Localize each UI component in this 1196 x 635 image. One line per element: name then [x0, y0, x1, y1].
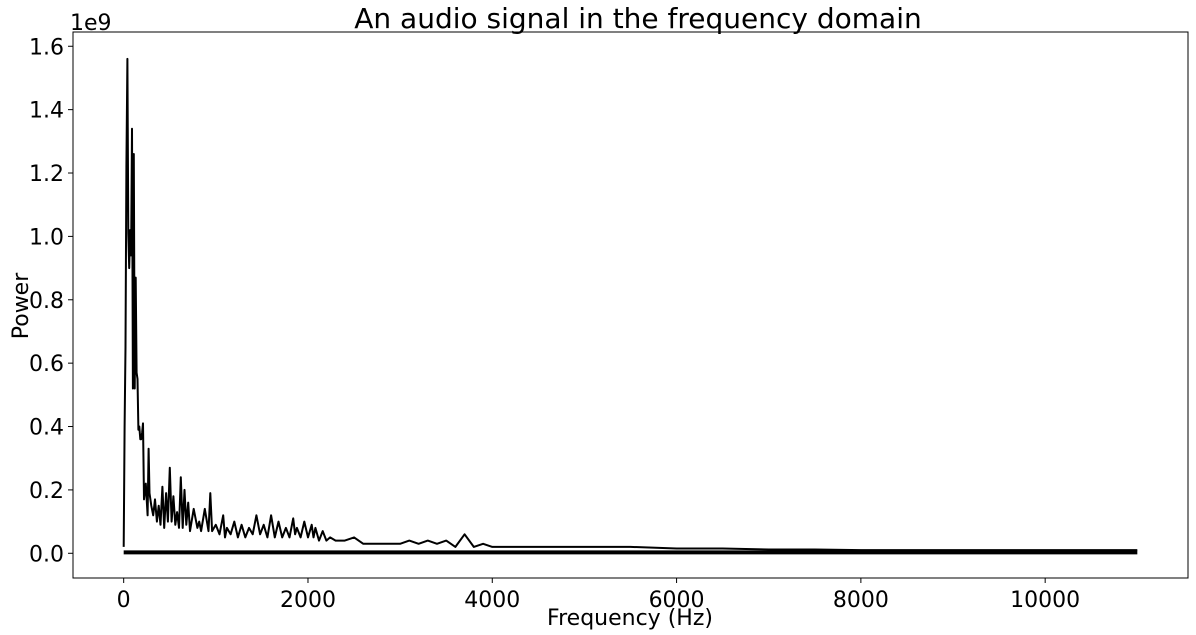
y-tick-label: 1.2: [29, 162, 64, 187]
x-tick-label: 4000: [464, 588, 520, 613]
y-tick-label: 0.0: [29, 542, 64, 567]
series-line: [122, 57, 1138, 552]
x-tick-label: 0: [117, 588, 131, 613]
y-axis-label: Power: [9, 272, 34, 339]
y-axis-ticks: 0.0 0.2 0.4 0.6 0.8 1.0 1.2 1.4 1.6: [29, 35, 73, 567]
y-tick-label: 0.2: [29, 479, 64, 504]
plot-area: 0 2000 4000 6000 8000 10000 0.0 0.2 0.4 0.6 0.8 1.…: [29, 31, 1189, 613]
series-layer: [122, 57, 1138, 555]
y-tick-label: 0.8: [29, 289, 64, 314]
y-tick-label: 1.6: [29, 35, 64, 60]
x-axis-label: Frequency (Hz): [547, 606, 713, 631]
x-tick-label: 2000: [280, 588, 336, 613]
y-tick-label: 1.4: [29, 99, 64, 124]
x-tick-label: 10000: [1010, 588, 1080, 613]
x-tick-label: 8000: [833, 588, 889, 613]
y-tick-label: 0.4: [29, 416, 64, 441]
y-tick-label: 1.0: [29, 225, 64, 250]
plot-frame: [72, 31, 1189, 579]
y-tick-label: 0.6: [29, 352, 64, 377]
x-axis-ticks: 0 2000 4000 6000 8000 10000: [117, 578, 1080, 613]
chart-title: An audio signal in the frequency domain: [354, 2, 922, 35]
x-tick-label: 6000: [649, 588, 705, 613]
